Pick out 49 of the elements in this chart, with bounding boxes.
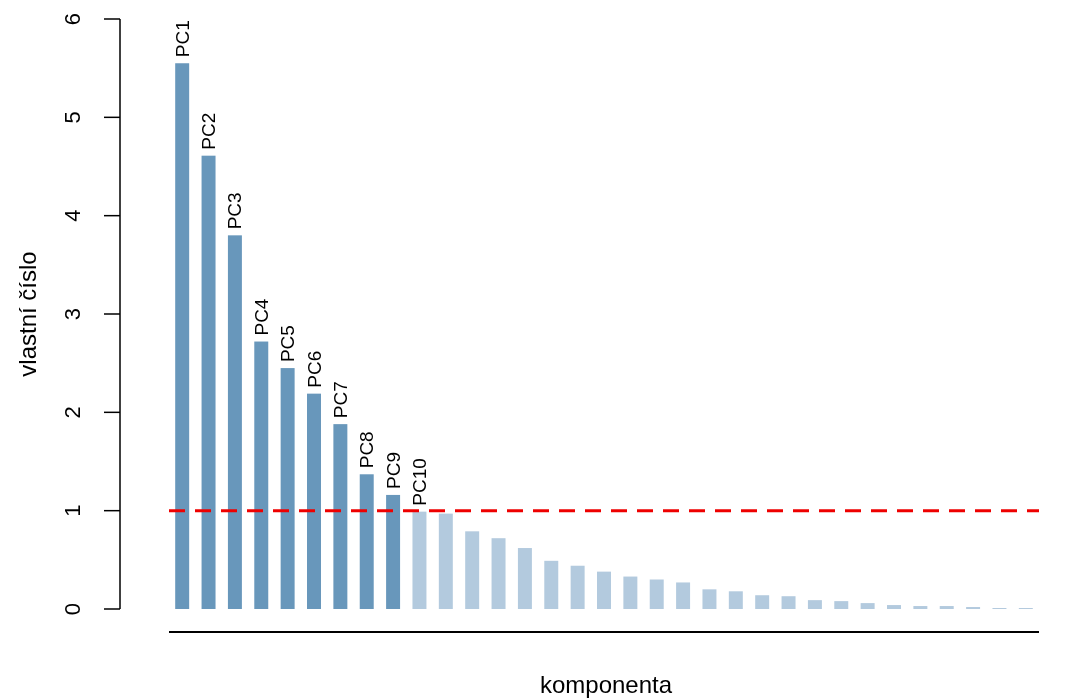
y-tick-label: 1 [60,504,85,517]
bar [887,605,901,609]
data-label: PC7 [329,381,351,419]
y-axis-title: vlastní číslo [14,251,41,377]
bar [465,531,480,609]
x-axis-title: komponenta [539,671,673,698]
bar [860,603,875,609]
bar [359,474,374,609]
bar [544,560,559,609]
bar [755,595,770,609]
bar [175,63,190,609]
bar [702,589,717,609]
data-label: PC8 [356,431,378,469]
bar [333,424,348,609]
y-tick-label: 3 [60,307,85,321]
data-label: PC2 [198,112,220,150]
bar [597,571,611,609]
data-label: PC3 [224,192,246,230]
data-label: PC10 [408,458,430,506]
y-tick-label: 2 [60,406,85,419]
bar [254,341,269,609]
y-tick-label: 0 [60,602,85,616]
bar [834,601,849,609]
bar [491,538,506,609]
bar [728,591,743,609]
bar [412,511,427,609]
y-tick-label: 4 [60,209,85,222]
bar [570,565,585,609]
bar [517,548,532,609]
bar [649,579,664,609]
bar [438,513,453,609]
data-label: PC9 [382,451,404,489]
bar [201,155,216,609]
y-tick-label: 5 [60,111,85,124]
bar [280,368,295,609]
y-tick-label: 6 [60,12,85,26]
bar [676,582,691,609]
bar [781,596,796,609]
bar [939,606,954,609]
data-label: PC4 [250,298,272,336]
bar [307,393,321,609]
bar [227,235,242,609]
bar [913,606,928,609]
data-label: PC1 [171,20,193,58]
data-label: PC5 [277,325,299,363]
bar [623,576,638,609]
bar [807,600,822,609]
bar [386,494,401,609]
data-label: PC6 [303,350,325,388]
